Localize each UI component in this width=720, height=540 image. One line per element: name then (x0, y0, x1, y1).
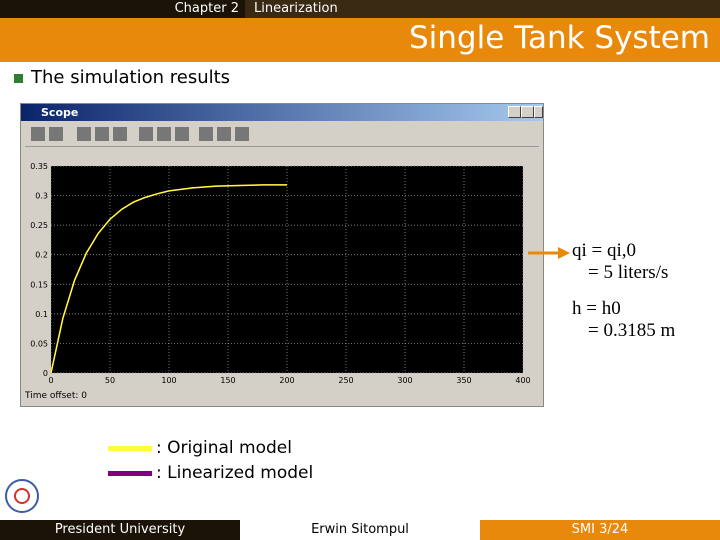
chapter: Chapter 2 (0, 0, 245, 18)
legend-entry: : Linearized model (108, 463, 313, 485)
footer-right: SMI 3/24 (480, 520, 720, 540)
save-axes-button[interactable] (157, 127, 171, 141)
footer-left: President University (0, 520, 240, 540)
close-button[interactable] (534, 106, 543, 118)
x-tick-label: 0 (48, 376, 53, 385)
logo (5, 479, 39, 513)
zoom-button[interactable] (77, 127, 91, 141)
legend-swatch (108, 470, 152, 476)
equations: qi = qi,0 = 5 liters/s h = h0 = 0.3185 m (572, 240, 675, 356)
time-offset: Time offset: 0 (25, 391, 87, 401)
bullet-text: The simulation results (31, 67, 231, 88)
maximize-button[interactable] (521, 106, 534, 118)
signal-button[interactable] (235, 127, 249, 141)
lock-button[interactable] (217, 127, 231, 141)
print-button[interactable] (31, 127, 45, 141)
params-button[interactable] (49, 127, 63, 141)
slide-title: Single Tank System (408, 20, 710, 56)
equation-lhs: h = h0 (572, 298, 621, 319)
zoom-x-button[interactable] (95, 127, 109, 141)
equation-rhs: = 0.3185 m (588, 320, 676, 341)
x-tick-label: 200 (279, 376, 294, 385)
legend-label: : Linearized model (156, 463, 314, 483)
minimize-button[interactable] (508, 106, 521, 118)
y-tick-label: 0.1 (35, 310, 48, 319)
zoom-y-button[interactable] (113, 127, 127, 141)
window-title: Scope (21, 104, 543, 121)
equation-rhs: = 5 liters/s (588, 262, 669, 283)
plot: 0 0.05 0.1 0.15 0.2 0.25 0.3 0.35 0 50 100 150 200 25… (30, 162, 530, 385)
footer-center: Erwin Sitompul (240, 520, 480, 540)
restore-axes-button[interactable] (175, 127, 189, 141)
y-tick-label: 0.25 (30, 221, 48, 230)
floating-button[interactable] (199, 127, 213, 141)
equation-lhs: qi = qi,0 (572, 240, 637, 261)
autoscale-button[interactable] (139, 127, 153, 141)
legend-swatch (108, 445, 152, 451)
toolbar (25, 124, 539, 147)
topic: Linearization (254, 1, 338, 16)
bullet-icon (14, 74, 23, 83)
equation: h = h0 = 0.3185 m (572, 298, 675, 342)
line (50, 184, 287, 374)
legend-label: : Original model (156, 438, 292, 458)
legend-entry: : Original model (108, 438, 292, 460)
x-tick-label: 50 (105, 376, 115, 385)
plot-area (51, 166, 523, 373)
x-tick-label: 250 (338, 376, 353, 385)
bullet: The simulation results (14, 67, 230, 88)
x-tick-label: 150 (220, 376, 235, 385)
x-tick-label: 350 (456, 376, 471, 385)
arrow (528, 247, 570, 259)
equation: qi = qi,0 = 5 liters/s (572, 240, 675, 284)
y-tick-label: 0.3 (35, 192, 48, 201)
y-tick-label: 0.35 (30, 162, 48, 171)
x-tick-label: 100 (161, 376, 176, 385)
y-tick-label: 0 (43, 369, 48, 378)
y-tick-label: 0.2 (35, 251, 48, 260)
x-tick-label: 400 (515, 376, 530, 385)
x-tick-label: 300 (397, 376, 412, 385)
title-band (0, 18, 720, 62)
y-tick-label: 0.15 (30, 280, 48, 289)
y-tick-label: 0.05 (30, 339, 48, 348)
scope-window: Scope 0 0.05 0.1 0.15 0.2 0.25 0.3 0.35 0 50 100 15… (20, 103, 544, 407)
